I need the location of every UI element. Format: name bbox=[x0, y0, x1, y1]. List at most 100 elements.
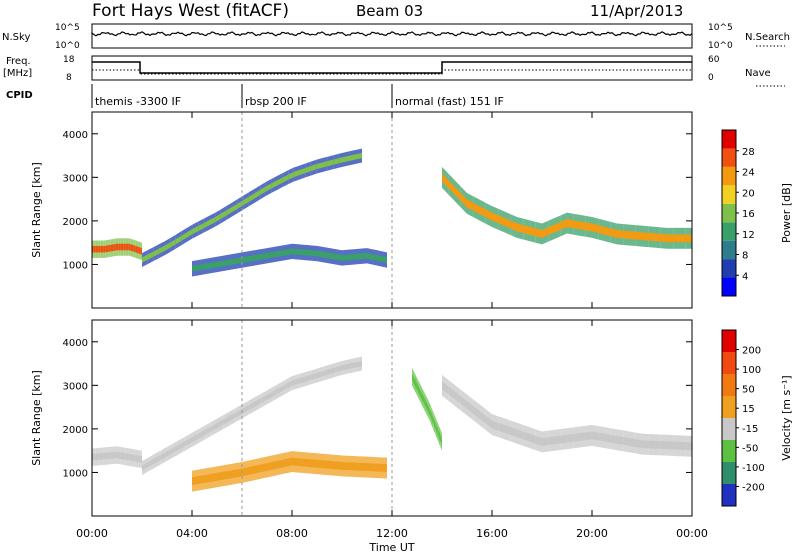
band-core bbox=[95, 245, 97, 253]
nsearch-top-tick: 10^5 bbox=[708, 23, 733, 33]
band-core bbox=[260, 394, 267, 404]
band-core bbox=[167, 447, 174, 457]
band-core bbox=[337, 461, 342, 470]
band-core bbox=[436, 424, 437, 434]
band-core bbox=[109, 244, 111, 252]
band-core bbox=[426, 401, 427, 410]
band-core bbox=[342, 364, 345, 371]
band-core bbox=[102, 245, 104, 253]
band-core bbox=[454, 391, 461, 404]
nave-top-tick: 60 bbox=[708, 55, 720, 65]
band-core bbox=[660, 233, 667, 243]
band-core bbox=[312, 459, 317, 468]
band-core bbox=[192, 225, 199, 235]
band-core bbox=[322, 460, 327, 469]
band-core bbox=[542, 437, 549, 446]
band-core bbox=[617, 230, 624, 239]
band-core bbox=[419, 389, 421, 398]
band-core bbox=[412, 373, 413, 382]
band-core bbox=[242, 467, 247, 477]
nave-bottom-tick: 0 bbox=[708, 73, 714, 83]
band-core bbox=[132, 454, 134, 462]
band-core bbox=[492, 420, 499, 431]
band-core bbox=[316, 162, 322, 170]
band-core bbox=[417, 383, 419, 393]
band-core bbox=[252, 254, 257, 262]
band-core bbox=[567, 433, 574, 443]
band-core bbox=[262, 252, 267, 260]
band-core bbox=[129, 453, 131, 461]
power-bands bbox=[92, 112, 692, 308]
band-core bbox=[610, 228, 617, 238]
band-core bbox=[125, 453, 127, 461]
band-core bbox=[215, 213, 221, 223]
band-core bbox=[93, 453, 95, 461]
band-core bbox=[104, 452, 106, 460]
colorbar-tick-label: -200 bbox=[742, 482, 765, 493]
band-core bbox=[592, 431, 599, 441]
band-core bbox=[673, 234, 680, 243]
band-core bbox=[203, 220, 210, 229]
band-core bbox=[99, 453, 101, 460]
band-core bbox=[433, 418, 435, 427]
band-core bbox=[109, 452, 111, 459]
band-core bbox=[517, 429, 524, 440]
band-core bbox=[229, 412, 236, 422]
band-core bbox=[327, 159, 334, 167]
band-core bbox=[504, 424, 511, 435]
band-core bbox=[592, 223, 599, 233]
band-core bbox=[317, 459, 322, 469]
band-core bbox=[440, 434, 441, 443]
band-core bbox=[573, 433, 580, 442]
band-core bbox=[127, 453, 129, 461]
band-core bbox=[654, 440, 661, 449]
band-core bbox=[197, 264, 202, 271]
band-core bbox=[598, 432, 605, 442]
time-tick-label: 04:00 bbox=[176, 527, 208, 540]
band-core bbox=[227, 258, 232, 266]
band-core bbox=[367, 252, 371, 260]
band-core bbox=[95, 453, 97, 461]
freq-panel-frame bbox=[91, 55, 693, 81]
band-core bbox=[479, 206, 486, 218]
band-core bbox=[187, 228, 193, 238]
band-core bbox=[554, 435, 561, 445]
band-core bbox=[473, 405, 480, 419]
band-core bbox=[435, 421, 436, 430]
band-core bbox=[523, 431, 530, 442]
band-core bbox=[192, 433, 199, 443]
band-core bbox=[113, 451, 115, 459]
band-core bbox=[299, 167, 306, 176]
band-core bbox=[660, 441, 667, 450]
band-core bbox=[352, 362, 355, 369]
band-core bbox=[260, 186, 266, 196]
band-core bbox=[207, 262, 212, 270]
band-core bbox=[529, 226, 536, 237]
band-core bbox=[212, 261, 217, 269]
band-core bbox=[217, 472, 222, 481]
y-tick-label: 2000 bbox=[63, 425, 88, 436]
band-core bbox=[548, 224, 555, 236]
band-core bbox=[242, 405, 249, 415]
band-core bbox=[529, 433, 536, 444]
band-core bbox=[359, 360, 362, 367]
band-core bbox=[439, 432, 441, 441]
band-core bbox=[357, 361, 360, 368]
band-core bbox=[437, 428, 439, 437]
band-core bbox=[344, 155, 349, 163]
band-core bbox=[420, 390, 422, 400]
band-core bbox=[422, 394, 424, 403]
band-core bbox=[105, 452, 107, 460]
band-core bbox=[679, 234, 686, 243]
band-core bbox=[202, 474, 207, 484]
band-core bbox=[427, 404, 429, 413]
band-core bbox=[304, 374, 311, 382]
colorbar-tick-label: 20 bbox=[742, 188, 755, 199]
band-core bbox=[130, 244, 132, 252]
freq-label: Freq. bbox=[6, 56, 31, 67]
band-core bbox=[635, 231, 642, 241]
band-core bbox=[317, 371, 324, 379]
band-core bbox=[428, 406, 430, 415]
nsky-line bbox=[91, 31, 693, 37]
band-core bbox=[100, 245, 102, 253]
